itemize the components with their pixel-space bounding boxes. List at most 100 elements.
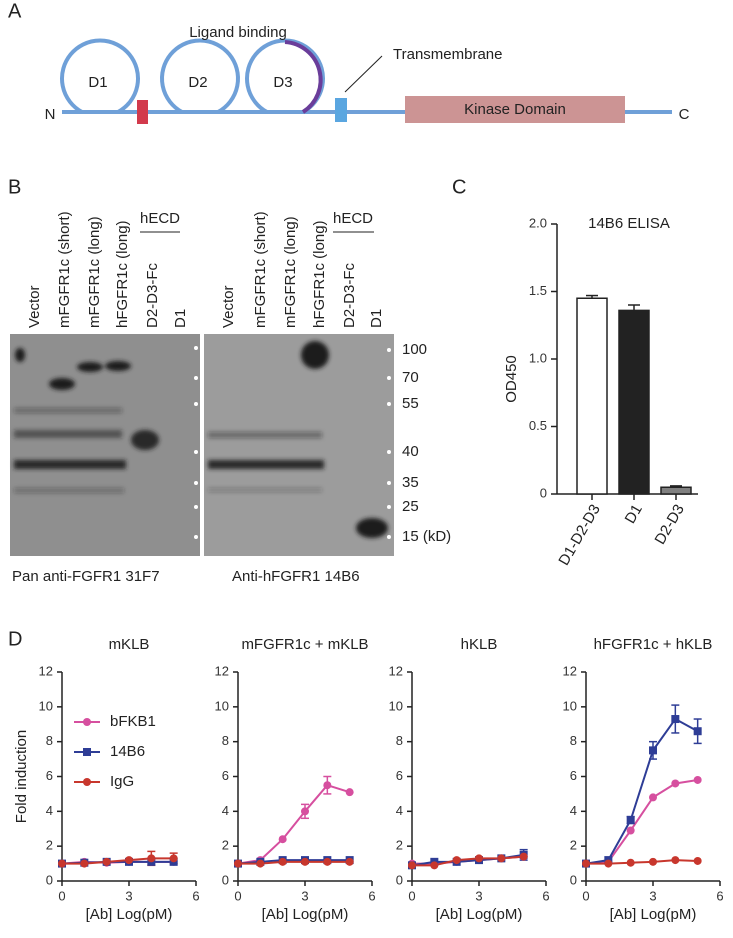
marker [323, 781, 332, 790]
chart-title: hFGFR1c + hKLB [594, 636, 713, 653]
mw-marker: 15 (kD) [402, 528, 451, 545]
mw-marker: 55 [402, 395, 419, 412]
group-label: hECD [140, 210, 180, 227]
y-tick-label: 4 [222, 803, 229, 818]
panel-label: B [8, 176, 21, 198]
domain-loop [160, 38, 240, 114]
domain-loop [60, 38, 140, 114]
marker [671, 856, 680, 865]
marker [256, 859, 265, 868]
tm-label: Transmembrane [393, 46, 502, 63]
legend-label: IgG [110, 773, 134, 790]
y-tick-label: 8 [570, 733, 577, 748]
blot-caption: Anti-hFGFR1 14B6 [232, 568, 360, 585]
y-tick-label: 12 [215, 663, 229, 678]
blot-right [204, 334, 394, 556]
x-tick-label: 0 [234, 888, 241, 903]
marker [125, 856, 133, 865]
marker [626, 858, 635, 867]
x-tick-label: 3 [475, 888, 482, 903]
domain-label: D3 [273, 74, 292, 91]
y-tick-label: 10 [563, 698, 577, 713]
x-axis-label: [Ab] Log(pM) [262, 906, 349, 923]
western-blot: hECD hECD Pan anti-FGFR1 31F7 Anti-hFGFR… [10, 210, 394, 585]
y-tick-label: 4 [396, 803, 403, 818]
x-axis-label: [Ab] Log(pM) [86, 906, 173, 923]
mw-marker: 70 [402, 369, 419, 386]
marker [408, 861, 416, 870]
marker [278, 857, 287, 866]
y-tick-label: 8 [396, 733, 403, 748]
y-tick-label: 6 [222, 768, 229, 783]
domain-label: D1 [88, 74, 107, 91]
y-tick-label: 0 [570, 872, 577, 887]
y-tick-label: 10 [215, 698, 229, 713]
lane-label: D1 [172, 309, 189, 328]
lane-label: hFGFR1c (long) [114, 220, 131, 328]
marker [301, 807, 309, 816]
lane-label: mFGFR1c (long) [282, 216, 299, 328]
marker [80, 859, 89, 868]
y-tick-label: 6 [46, 768, 53, 783]
lane-label: D2-D3-Fc [341, 262, 358, 328]
y-tick-label: 12 [39, 663, 53, 678]
legend-label: 14B6 [110, 743, 145, 760]
y-tick-label: 12 [563, 663, 577, 678]
marker [278, 835, 287, 844]
x-tick-label: 3 [301, 888, 308, 903]
ladder-dots [194, 346, 391, 539]
marker [83, 748, 91, 756]
x-tick-label: 6 [542, 888, 549, 903]
domain-label: D2 [188, 74, 207, 91]
domain-loop-accent [284, 40, 323, 114]
marker [475, 854, 483, 863]
lane-label: D1 [368, 309, 385, 328]
legend-label: bFKB1 [110, 713, 156, 730]
marker [234, 859, 242, 868]
x-tick-label: 3 [125, 888, 132, 903]
x-tick-label: 0 [408, 888, 415, 903]
lane-label: mFGFR1c (short) [56, 211, 73, 328]
group-label: hECD [333, 210, 373, 227]
bar [576, 297, 608, 495]
marker [452, 856, 461, 865]
legend: bFKB1 14B6 IgG [74, 713, 156, 790]
marker [649, 793, 657, 802]
bands [14, 341, 388, 538]
marker [58, 859, 66, 868]
marker [497, 854, 506, 863]
chart-title: hKLB [461, 636, 498, 653]
transmembrane-box [335, 98, 347, 122]
pointer [344, 55, 383, 93]
lane-label: mFGFR1c (long) [86, 216, 103, 328]
lane-label: hFGFR1c (long) [311, 220, 328, 328]
marker [345, 788, 354, 797]
marker [649, 746, 657, 755]
series-line [585, 778, 698, 865]
marker [83, 778, 91, 786]
y-tick-label: 2 [396, 838, 403, 853]
marker [345, 857, 354, 866]
bar [618, 309, 650, 495]
y-tick-label: 10 [389, 698, 403, 713]
x-tick-label: 3 [649, 888, 656, 903]
y-tick-label: 1.5 [529, 283, 547, 298]
lane-label: D2-D3-Fc [144, 262, 161, 328]
marker [671, 715, 680, 724]
y-tick-label: 2 [46, 838, 53, 853]
x-tick-label: D1 [622, 501, 646, 526]
x-tick-label: D1-D2-D3 [555, 501, 603, 568]
marker [693, 856, 702, 865]
x-axis-label: [Ab] Log(pM) [436, 906, 523, 923]
blot-left [10, 334, 200, 556]
x-tick-label: D2-D3 [651, 501, 687, 547]
chart-title: mKLB [109, 636, 150, 653]
marker [626, 826, 635, 835]
lane-label: mFGFR1c (short) [252, 211, 269, 328]
x-axis-label: [Ab] Log(pM) [610, 906, 697, 923]
kinase-box [405, 96, 625, 123]
y-tick-label: 0 [46, 872, 53, 887]
x-tick-label: 0 [58, 888, 65, 903]
y-tick-label: 4 [570, 803, 577, 818]
